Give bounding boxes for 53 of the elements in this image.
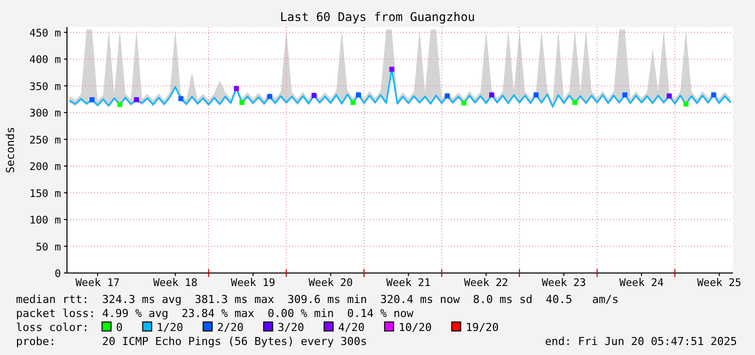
point <box>234 86 239 91</box>
x-tick-label: Week 18 <box>153 277 198 289</box>
text: end: Fri Jun 20 05:47:51 2025 <box>544 335 737 348</box>
legend-label: 4/20 <box>338 321 365 334</box>
legend-label: 1/20 <box>156 321 184 334</box>
point <box>444 93 450 98</box>
y-tick-label: 250 m <box>29 134 61 146</box>
y-tick-label: 100 m <box>29 214 61 227</box>
point <box>239 100 244 105</box>
y-tick-label: 0 <box>54 268 61 280</box>
point <box>666 93 672 98</box>
point <box>117 102 122 108</box>
chart-title: Last 60 Days from Guangzhou <box>280 10 476 24</box>
legend-label: 3/20 <box>278 321 304 334</box>
point <box>711 92 716 98</box>
point <box>350 100 356 105</box>
y-tick-label: 300 m <box>29 108 61 120</box>
point <box>534 92 539 98</box>
legend-title: loss color: <box>16 321 89 334</box>
legend-label: 19/20 <box>466 321 499 334</box>
y-tick-label: 400 m <box>29 54 61 66</box>
y-tick-label: 450 m <box>29 27 61 40</box>
x-tick-label: Week 17 <box>75 277 120 289</box>
legend-label: 2/20 <box>217 321 244 334</box>
y-tick-label: 350 m <box>29 80 61 93</box>
point <box>134 97 139 102</box>
text: packet loss: 4.99 % avg 23.84 % max 0.00 % min 0.14 % now <box>16 307 414 320</box>
x-tick-label: Week 20 <box>308 277 353 289</box>
point <box>683 102 688 107</box>
legend-label: 10/20 <box>398 321 432 334</box>
text: probe: 20 ICMP Echo Pings (56 Bytes) every 300s <box>16 335 367 348</box>
point <box>356 92 361 98</box>
y-axis-title: Seconds <box>4 126 17 174</box>
y-tick-label: 150 m <box>29 188 61 200</box>
x-tick-label: Week 19 <box>230 277 276 289</box>
legend-label: 0 <box>116 321 123 334</box>
point <box>622 92 628 98</box>
y-tick-label: 200 m <box>29 161 61 174</box>
point <box>267 94 272 100</box>
point <box>90 97 95 102</box>
point <box>312 92 317 98</box>
point <box>461 100 466 106</box>
point <box>489 92 494 98</box>
x-tick-label: Week 25 <box>697 277 742 289</box>
point <box>389 66 394 72</box>
x-tick-label: Week 22 <box>464 277 508 289</box>
x-tick-label: Week 24 <box>619 277 664 289</box>
x-tick-label: Week 21 <box>386 277 431 289</box>
text: median rtt: 324.3 ms avg 381.3 ms max 309.6 ms min 320.4 ms now 8.0 ms sd 40.5 am/s <box>16 293 619 306</box>
point <box>572 100 578 105</box>
y-tick-label: 50 m <box>36 241 61 254</box>
point <box>178 96 184 102</box>
x-tick-label: Week 23 <box>542 277 586 289</box>
